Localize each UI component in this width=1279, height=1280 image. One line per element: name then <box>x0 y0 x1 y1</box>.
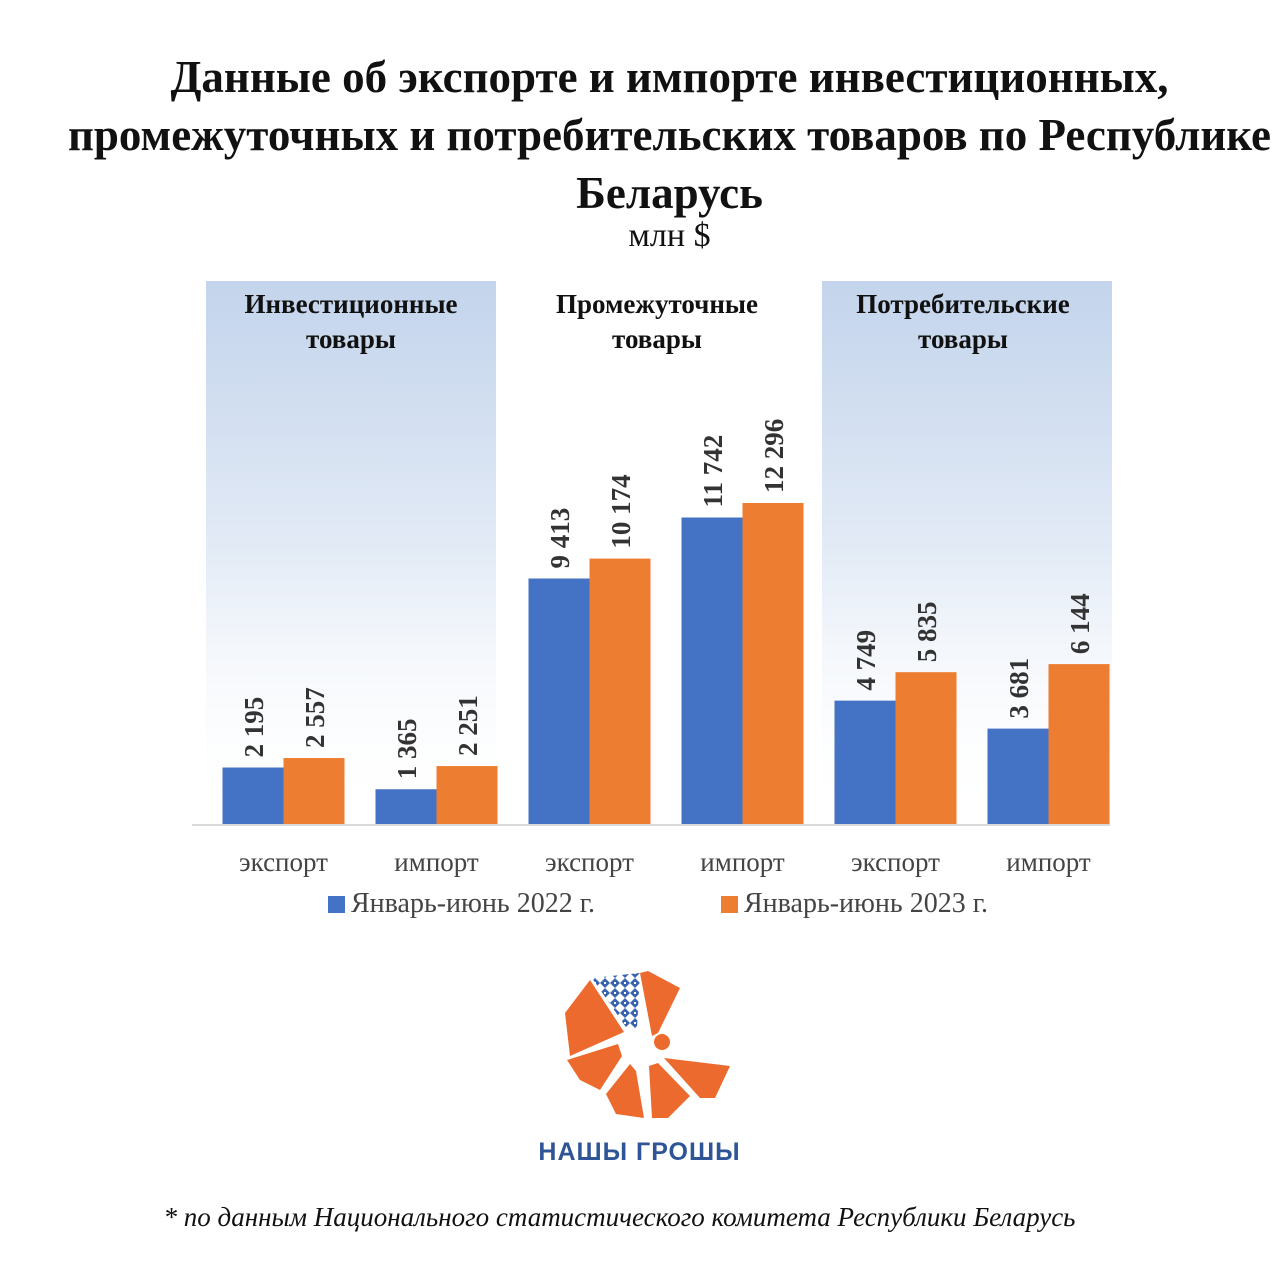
category-label-0: экспорт <box>239 847 328 877</box>
data-label-1-5: 6 144 <box>1065 593 1095 654</box>
data-label-0-5: 3 681 <box>1004 658 1034 719</box>
bar-1-5 <box>1048 664 1110 825</box>
legend-label-2022: Январь-июнь 2022 г. <box>351 888 596 919</box>
category-label-4: экспорт <box>851 847 940 877</box>
chart-title: Данные об экспорте и импорте инвестицион… <box>67 52 1272 218</box>
bar-0-3 <box>681 517 743 825</box>
legend-item-2022: Январь-июнь 2022 г. <box>328 888 595 920</box>
bar-0-2 <box>528 578 590 825</box>
data-label-0-1: 1 365 <box>392 719 422 780</box>
category-label-5: импорт <box>1006 847 1091 877</box>
legend-item-2023: Январь-июнь 2023 г. <box>721 888 988 920</box>
chart-legend: Январь-июнь 2022 г. Январь-июнь 2023 г. <box>0 888 1279 928</box>
data-label-1-2: 10 174 <box>606 474 636 548</box>
data-label-0-0: 2 195 <box>239 697 269 758</box>
data-label-1-1: 2 251 <box>453 695 483 756</box>
nashy-groshy-logo-icon <box>540 968 740 1178</box>
data-label-1-3: 12 296 <box>759 419 789 493</box>
data-label-1-4: 5 835 <box>912 601 942 662</box>
data-label-0-2: 9 413 <box>545 508 575 569</box>
group-label-1-0: Промежуточные <box>556 289 758 319</box>
logo-text: НАШЫ ГРОШЫ <box>538 1138 741 1166</box>
category-label-3: импорт <box>700 847 785 877</box>
bar-chart: Инвестиционные товары Промежуточные товары П… <box>192 281 1112 877</box>
bar-0-0 <box>222 767 284 825</box>
bar-0-5 <box>987 728 1049 825</box>
group-label-2-1: товары <box>918 324 1008 354</box>
legend-label-2023: Январь-июнь 2023 г. <box>744 888 989 919</box>
group-zone-0 <box>206 281 496 825</box>
data-label-0-3: 11 742 <box>698 435 728 508</box>
category-label-1: импорт <box>394 847 479 877</box>
group-label-1-1: товары <box>612 324 702 354</box>
data-label-1-0: 2 557 <box>300 687 330 748</box>
bar-1-4 <box>895 672 957 825</box>
category-label-2: экспорт <box>545 847 634 877</box>
bar-0-4 <box>834 700 896 825</box>
footnote: * по данным Национального статистическог… <box>163 1202 1076 1232</box>
legend-swatch-2022 <box>328 895 345 913</box>
group-label-0-0: Инвестиционные <box>244 289 457 319</box>
group-label-2-0: Потребительские <box>856 289 1070 319</box>
data-label-0-4: 4 749 <box>851 630 881 691</box>
bar-1-3 <box>742 503 804 825</box>
bar-1-2 <box>589 558 651 825</box>
group-label-0-1: товары <box>306 324 396 354</box>
legend-swatch-2023 <box>721 895 738 913</box>
bar-1-1 <box>436 766 498 825</box>
bar-1-0 <box>283 758 345 825</box>
bar-0-1 <box>375 789 437 825</box>
chart-unit: млн $ <box>628 217 711 254</box>
